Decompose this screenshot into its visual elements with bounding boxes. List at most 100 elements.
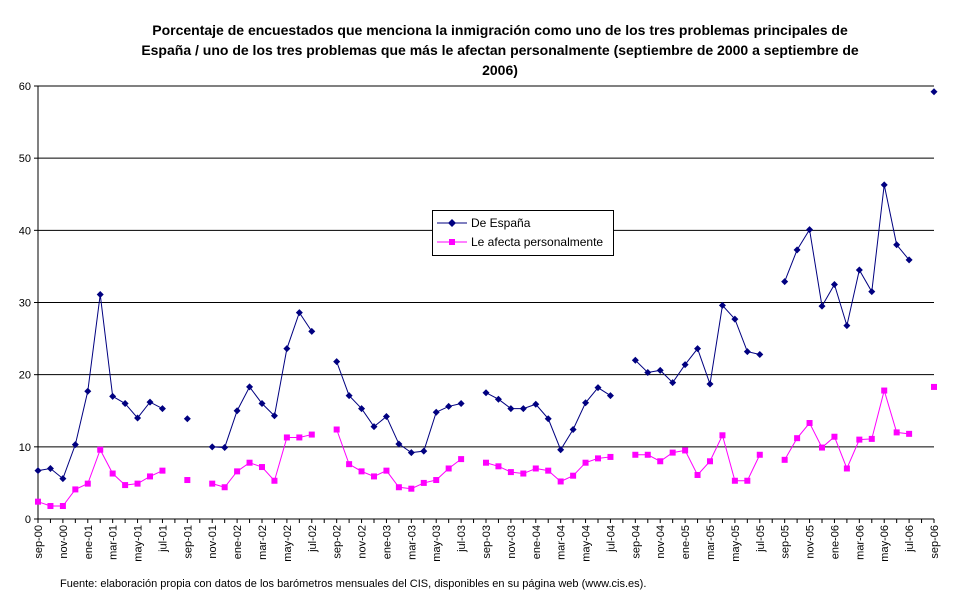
data-point [657,458,664,465]
x-tick-label: mar-02 [257,525,269,560]
data-point [408,485,415,492]
data-point [296,434,303,441]
data-point [134,414,142,422]
data-point [582,399,590,407]
data-point [395,484,402,491]
x-tick-label: sep-01 [182,525,194,559]
x-tick-label: nov-05 [805,525,817,559]
data-point [134,480,141,487]
data-point [843,322,851,330]
data-point [270,412,278,420]
data-point [594,384,602,392]
data-point [930,88,938,96]
data-point [669,449,676,456]
data-point [831,433,838,440]
data-point [880,181,888,189]
data-point [794,435,801,442]
data-point [682,447,689,454]
series-line [336,361,462,454]
data-point [532,400,540,408]
data-point [47,503,54,510]
data-point [333,358,341,366]
data-point [806,226,814,234]
data-point [109,470,116,477]
data-point [843,465,850,472]
data-point [46,464,54,472]
data-point [71,441,79,449]
x-tick-label: jul-03 [456,525,468,553]
legend-label-espana: De España [471,216,531,230]
data-point [544,415,552,423]
data-point [707,458,713,465]
footnote: Fuente: elaboración propia con datos de … [60,578,647,590]
data-point [346,461,353,468]
title-line-1: Porcentaje de encuestados que menciona l… [152,22,848,38]
data-point [570,472,577,479]
x-tick-label: may-01 [133,525,145,562]
series-line [784,184,910,328]
data-point [84,387,92,395]
data-point [744,477,751,484]
data-point [781,456,788,463]
data-point [582,459,589,466]
data-point [159,467,166,474]
series-line [634,304,760,385]
data-point [445,465,452,472]
x-tick-label: jul-06 [904,525,916,553]
data-point [520,470,527,477]
data-point [545,467,552,474]
x-tick-label: mar-06 [854,525,866,560]
x-tick-label: may-06 [879,525,891,562]
data-point [84,480,91,487]
data-point [731,315,739,323]
data-point [295,309,303,317]
data-point [494,395,502,403]
x-tick-label: nov-03 [506,525,518,559]
x-tick-label: may-04 [581,525,593,562]
legend-label-personal: Le afecta personalmente [471,235,604,249]
series-line [212,311,313,449]
data-point [793,246,801,254]
x-tick-label: ene-03 [381,525,393,559]
data-point [706,380,714,388]
data-point [458,456,465,463]
data-point [246,459,253,466]
x-tick-label: nov-01 [207,525,219,559]
data-point [121,400,129,408]
y-axis-ticks: 0 10 20 30 40 50 60 [19,81,38,526]
data-point [906,430,913,437]
data-point [482,389,490,397]
x-tick-label: jul-01 [157,525,169,553]
data-point [97,446,104,453]
data-point [495,463,502,470]
data-point [407,449,415,457]
data-point [308,431,315,438]
data-point [259,464,265,471]
title-line-2: España / uno de los tres problemas que m… [141,42,859,58]
data-point [644,369,652,377]
data-point [234,468,241,475]
x-tick-label: sep-02 [332,525,344,559]
y-tick-label: 40 [19,225,31,237]
y-tick-label: 0 [25,514,31,526]
data-point [395,440,403,448]
data-point [420,479,427,486]
x-tick-label: sep-05 [780,525,792,559]
data-point [931,383,937,390]
series-line [37,448,163,507]
x-tick-label: mar-03 [406,525,418,560]
data-point [632,451,639,458]
legend: De España Le afecta personalmente [432,210,614,256]
data-point [507,405,515,413]
data-point [122,482,129,489]
x-tick-label: may-02 [282,525,294,562]
series-line [336,429,462,490]
data-point [656,366,664,374]
x-tick-label: nov-04 [655,525,667,559]
data-point [246,383,254,391]
data-point [371,473,377,480]
data-point [382,413,390,421]
legend-swatch-personal [437,239,467,245]
x-tick-label: ene-05 [680,525,692,559]
chart-title: Porcentaje de encuestados que menciona l… [60,20,940,80]
